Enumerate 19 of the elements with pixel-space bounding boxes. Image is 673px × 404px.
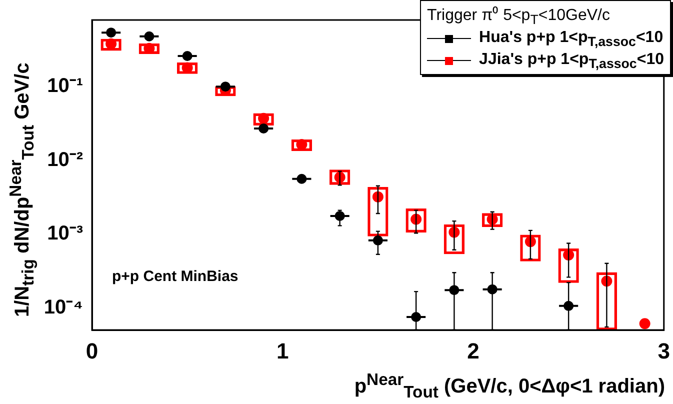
point [296, 138, 308, 150]
y-tick-label: 10⁻¹ [47, 75, 84, 98]
legend-title: Trigger π⁰ 5<p$_{T}$<10GeV/c [427, 5, 611, 28]
legend-label: Hua's p+p 1<p$_{T,assoc}$<10 [479, 29, 664, 50]
x-tick-label: 3 [658, 338, 670, 364]
x-tick-label: 1 [276, 338, 289, 364]
y-tick-label: 10⁻³ [47, 222, 84, 245]
bar [406, 208, 426, 233]
x-tick-label: 2 [467, 338, 480, 364]
bar [558, 248, 579, 283]
y-tick-label: 10⁻² [47, 148, 84, 171]
bar [368, 187, 388, 236]
annotation: p+p Cent MinBias [112, 268, 238, 285]
x-tick-label: 0 [86, 338, 98, 364]
legend-label: JJia's p+p 1<p$_{T,assoc}$<10 [479, 51, 664, 72]
x-axis-title: p$^{Near}$$_{Tout}$ (GeV/c, 0<Δφ<1 radian) [354, 370, 665, 403]
point [639, 318, 650, 330]
bar [520, 234, 541, 262]
y-tick-label: 10⁻⁴ [44, 296, 83, 318]
